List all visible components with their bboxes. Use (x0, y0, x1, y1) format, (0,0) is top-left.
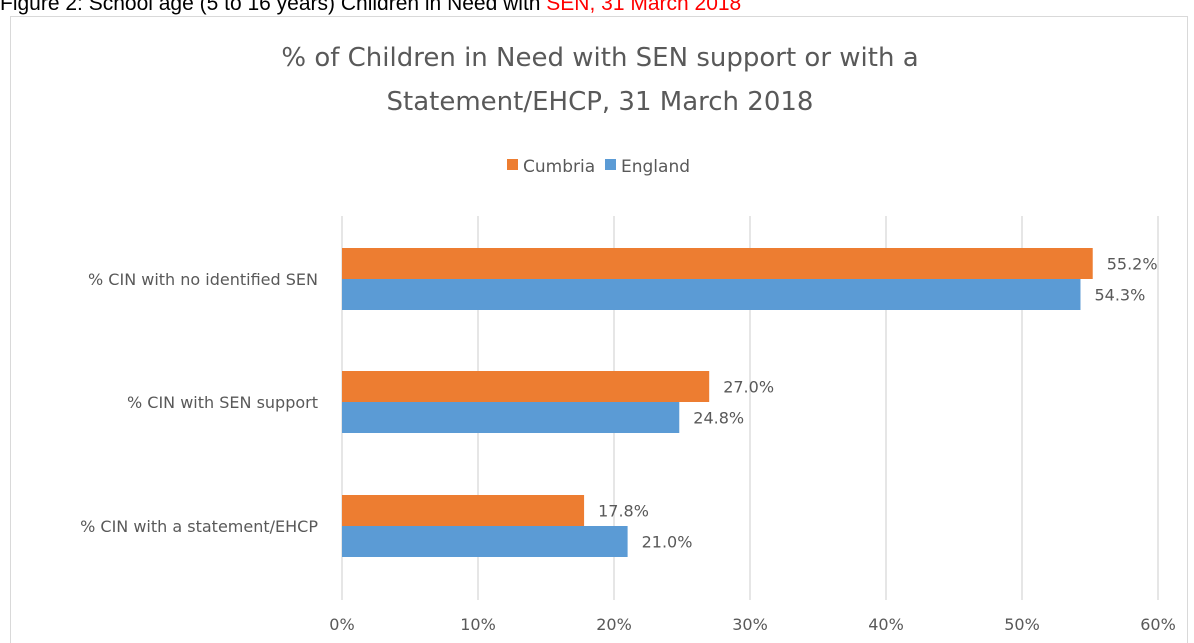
bar-cumbria-2 (342, 495, 585, 526)
data-label-england-2: 21.0% (642, 533, 693, 552)
category-label-2: % CIN with a statement/EHCP (80, 517, 318, 536)
bar-england-0 (342, 279, 1081, 310)
figure-caption: Figure 2: School age (5 to 16 years) Chi… (0, 0, 741, 16)
category-labels: % CIN with no identified SEN % CIN with S… (80, 270, 318, 536)
x-axis-tick-labels: 0% 10% 20% 30% 40% 50% 60% (329, 615, 1175, 634)
x-tick-label-0: 0% (329, 615, 354, 634)
category-label-1: % CIN with SEN support (127, 393, 318, 412)
category-label-0: % CIN with no identified SEN (88, 270, 318, 289)
x-tick-label-10: 10% (460, 615, 496, 634)
bars (342, 248, 1093, 557)
bar-cumbria-0 (342, 248, 1093, 279)
bar-cumbria-1 (342, 371, 710, 402)
data-label-cumbria-2: 17.8% (598, 502, 649, 521)
data-label-england-0: 54.3% (1094, 286, 1145, 305)
chart-title-line-1: % of Children in Need with SEN support o… (281, 43, 918, 73)
bar-england-1 (342, 402, 680, 433)
x-tick-label-60: 60% (1140, 615, 1176, 634)
data-label-cumbria-0: 55.2% (1107, 255, 1158, 274)
legend-swatch-cumbria (507, 159, 518, 170)
legend: Cumbria England (507, 157, 690, 177)
x-tick-label-40: 40% (868, 615, 904, 634)
bar-england-2 (342, 526, 628, 557)
legend-label-cumbria: Cumbria (523, 157, 595, 177)
data-labels: 55.2% 54.3% 27.0% 24.8% 17.8% 21.0% (598, 255, 1157, 552)
legend-label-england: England (621, 157, 690, 177)
x-tick-label-20: 20% (596, 615, 632, 634)
chart-title-line-2: Statement/EHCP, 31 March 2018 (387, 87, 814, 117)
x-tick-label-50: 50% (1004, 615, 1040, 634)
caption-highlight: SEN, 31 March 2018 (546, 0, 742, 15)
data-label-cumbria-1: 27.0% (723, 378, 774, 397)
data-label-england-1: 24.8% (693, 409, 744, 428)
chart-frame (10, 16, 1188, 643)
caption-prefix: Figure 2: School age (5 to 16 years) Chi… (0, 0, 547, 15)
x-tick-label-30: 30% (732, 615, 768, 634)
legend-swatch-england (605, 159, 616, 170)
